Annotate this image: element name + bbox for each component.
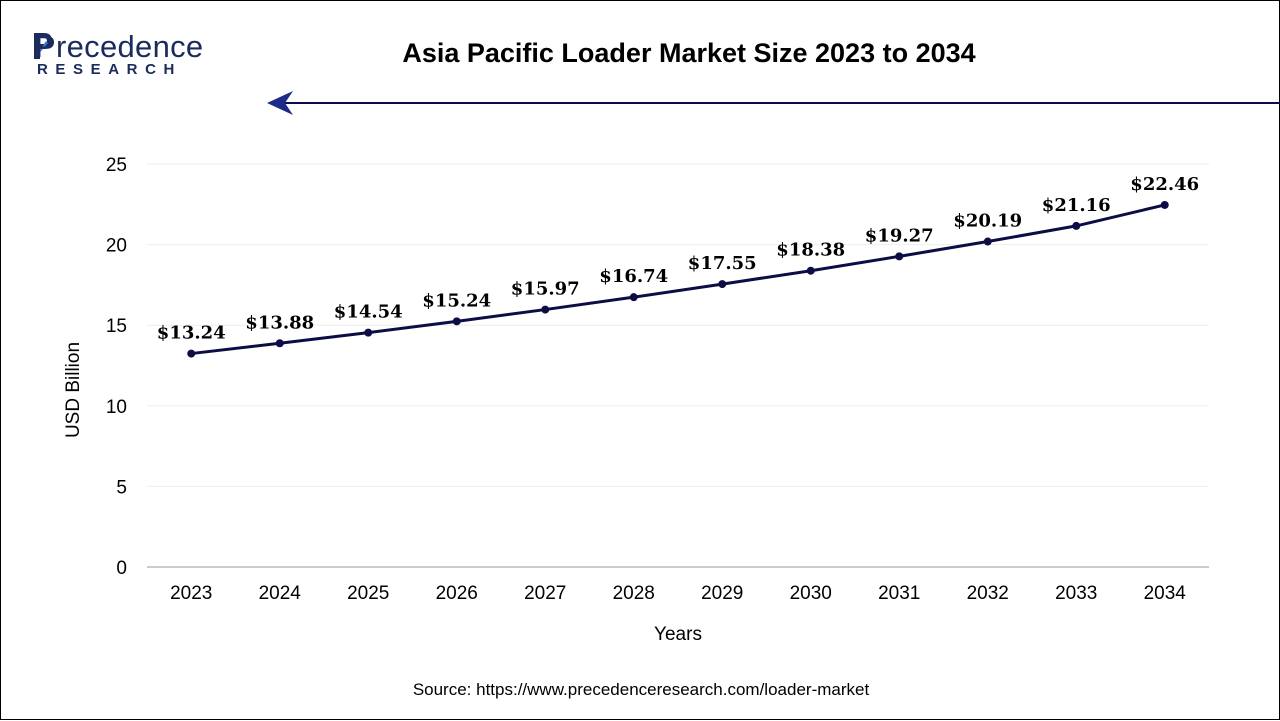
data-label: $15.24	[422, 290, 491, 311]
x-tick-label: 2025	[347, 583, 389, 604]
logo-subtitle: RESEARCH	[37, 61, 182, 78]
x-tick-label: 2030	[790, 583, 832, 604]
precedence-research-logo: Precedence RESEARCH	[29, 25, 229, 85]
data-point	[718, 280, 727, 289]
data-label: $17.55	[688, 253, 757, 274]
data-point	[275, 339, 284, 348]
data-point	[364, 328, 373, 337]
data-label: $13.88	[245, 312, 314, 333]
x-tick-label: 2027	[524, 583, 566, 604]
data-point	[629, 293, 638, 302]
data-point	[806, 266, 815, 275]
y-tick-label: 20	[106, 236, 127, 257]
data-point	[452, 317, 461, 326]
y-axis-label: USD Billion	[63, 341, 84, 439]
x-axis-label: Years	[654, 624, 702, 645]
data-point	[187, 349, 196, 358]
data-point	[541, 305, 550, 314]
data-label: $14.54	[334, 302, 403, 323]
data-label: $13.24	[157, 323, 226, 344]
data-point	[1072, 221, 1081, 230]
x-tick-label: 2033	[1055, 583, 1097, 604]
data-label: $20.19	[953, 211, 1022, 232]
logo-mark-icon	[34, 33, 52, 59]
data-label: $21.16	[1042, 195, 1111, 216]
y-tick-label: 0	[116, 558, 127, 579]
data-point	[1160, 200, 1169, 209]
x-tick-label: 2031	[878, 583, 920, 604]
x-tick-label: 2026	[436, 583, 478, 604]
x-tick-label: 2034	[1144, 583, 1187, 604]
x-tick-label: 2024	[259, 583, 302, 604]
x-tick-label: 2032	[967, 583, 1009, 604]
data-label: $19.27	[865, 225, 934, 246]
data-label: $16.74	[599, 266, 668, 287]
chart-title: Asia Pacific Loader Market Size 2023 to …	[402, 38, 976, 68]
x-tick-label: 2023	[170, 583, 212, 604]
y-tick-label: 10	[106, 397, 127, 418]
data-point	[895, 252, 904, 261]
y-tick-label: 5	[116, 477, 127, 498]
data-point	[983, 237, 992, 246]
data-label: $22.46	[1130, 174, 1199, 195]
arrow-left-icon	[267, 91, 1280, 115]
data-label: $18.38	[776, 240, 845, 261]
source-note: Source: https://www.precedenceresearch.c…	[412, 680, 870, 699]
y-tick-label: 15	[106, 316, 127, 337]
data-label: $15.97	[511, 279, 580, 300]
x-tick-label: 2028	[613, 583, 655, 604]
y-tick-label: 25	[106, 155, 127, 176]
series-line	[191, 203, 1166, 356]
x-tick-label: 2029	[701, 583, 743, 604]
logo-wordmark: Precedence	[35, 29, 204, 64]
